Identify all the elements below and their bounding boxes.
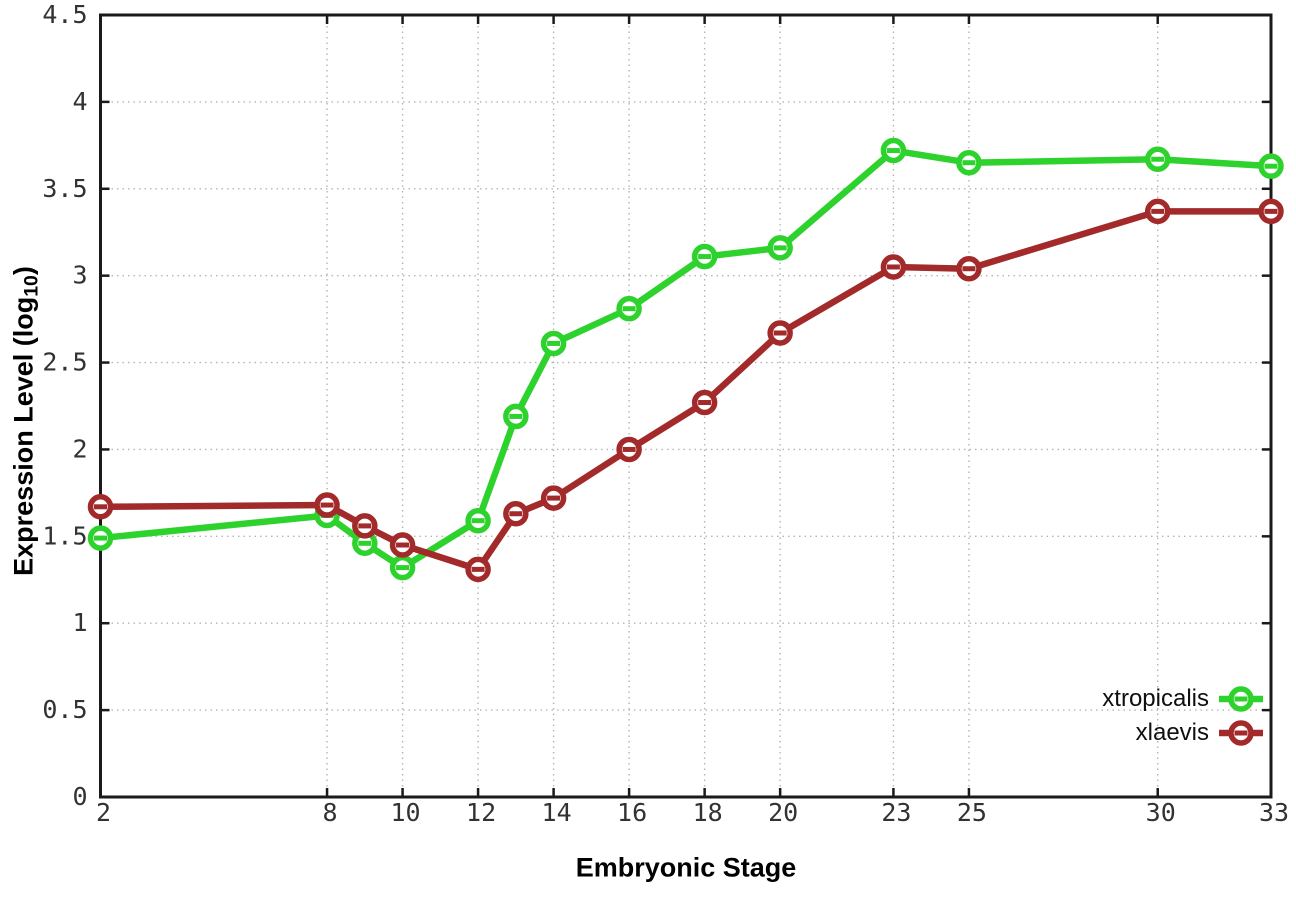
x-tick-label: 8 (323, 798, 338, 827)
tick-marks (99, 13, 1273, 799)
plot-border (99, 13, 1273, 799)
x-tick-label: 2 (96, 798, 111, 827)
y-tick-label: 3.5 (42, 174, 87, 203)
line-circle-marker-icon (1219, 719, 1263, 746)
legend: xtropicalis xlaevis (1102, 683, 1264, 748)
gridlines (99, 14, 1272, 798)
series-xtropicalis (87, 137, 1284, 581)
legend-item-xlaevis: xlaevis (1136, 717, 1264, 748)
legend-label-xlaevis: xlaevis (1135, 718, 1209, 746)
x-tick-label: 18 (693, 798, 723, 827)
y-tick-label: 1 (72, 608, 87, 637)
tick-labels: 2 8 10 12 14 16 18 20 23 25 30 33 0 0.5 1 1.5 2 2.5 3 3.5 4 4… (42, 0, 1289, 827)
y-tick-label: 2 (72, 434, 87, 463)
y-tick-label: 2.5 (42, 348, 87, 377)
y-axis-title-subscript: 10 (20, 275, 43, 297)
x-tick-label: 14 (542, 798, 572, 827)
line-circle-marker-icon (1219, 685, 1263, 712)
y-axis-title-suffix: ) (8, 266, 39, 276)
y-tick-label: 4.5 (42, 0, 87, 29)
x-tick-label: 20 (768, 798, 798, 827)
y-tick-label: 1.5 (42, 521, 87, 550)
series-xlaevis (87, 198, 1284, 583)
x-tick-label: 23 (881, 798, 911, 827)
y-tick-label: 0.5 (42, 695, 87, 724)
series-line-xlaevis (97, 208, 1275, 573)
y-tick-label: 0 (72, 782, 87, 811)
y-axis-title: Expression Level (log10) (8, 266, 43, 576)
y-axis-title-text: Expression Level (log (8, 296, 39, 576)
x-tick-label: 12 (466, 798, 496, 827)
x-tick-label: 16 (617, 798, 647, 827)
legend-item-xtropicalis: xtropicalis (1102, 683, 1264, 714)
x-tick-label: 33 (1259, 798, 1289, 827)
y-tick-label: 3 (72, 261, 87, 290)
x-axis-title: Embryonic Stage (575, 852, 797, 883)
x-tick-label: 30 (1146, 798, 1176, 827)
x-tick-label: 10 (391, 798, 421, 827)
x-tick-label: 25 (957, 798, 987, 827)
legend-label-xtropicalis: xtropicalis (1102, 684, 1209, 712)
y-tick-label: 4 (72, 87, 87, 116)
